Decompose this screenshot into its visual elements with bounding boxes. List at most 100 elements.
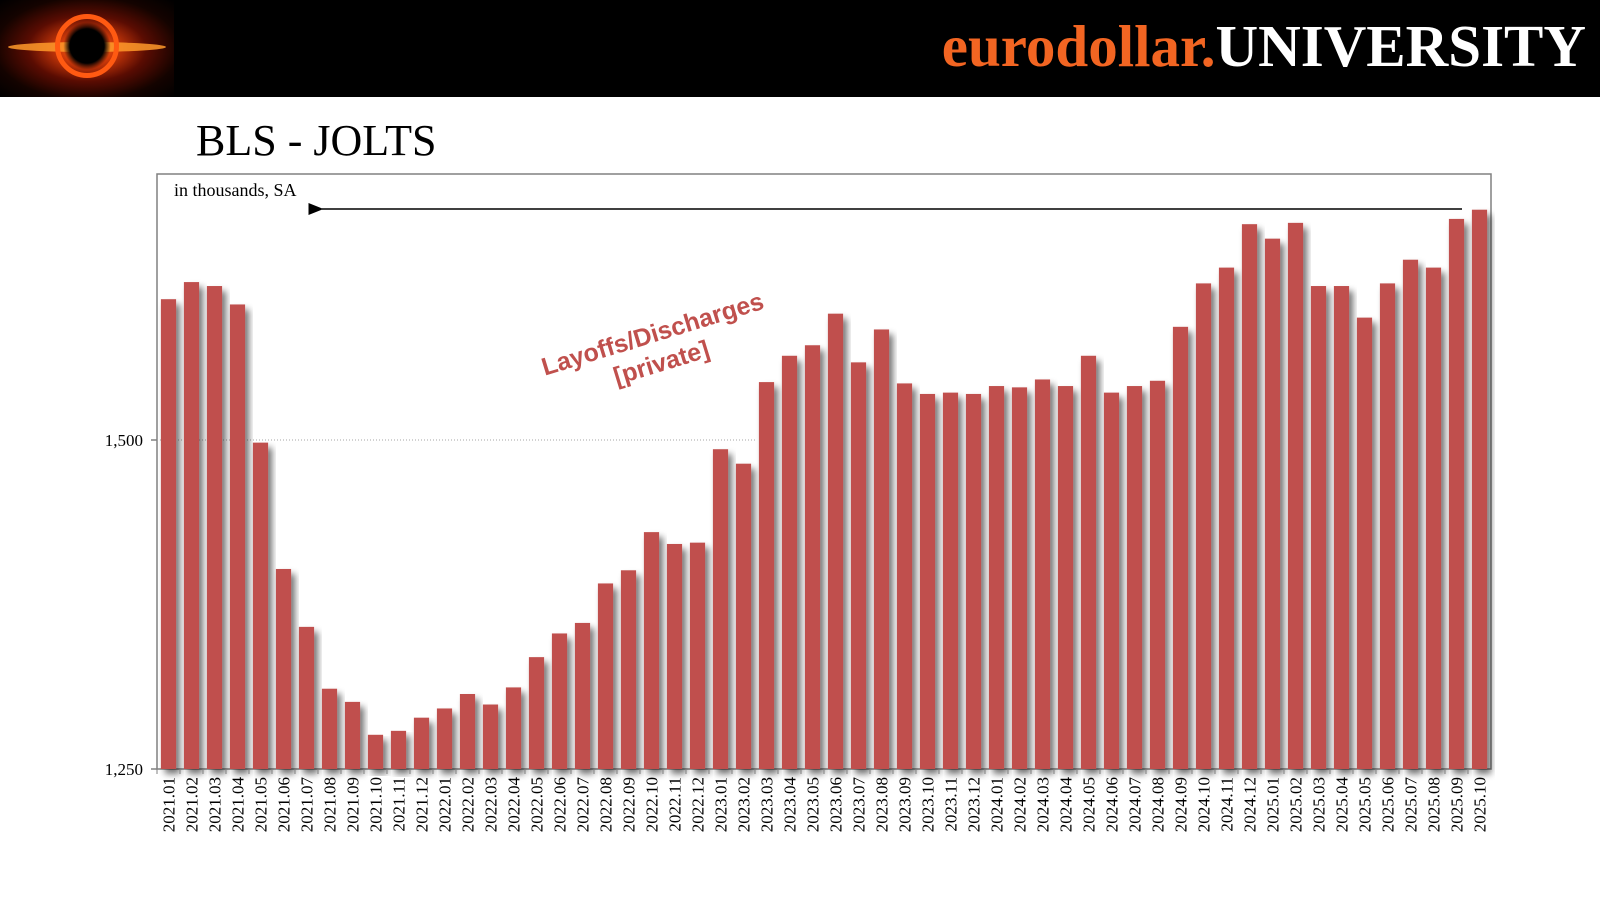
bar-2024.10 — [1195, 283, 1212, 769]
x-tick-label: 2025.06 — [1379, 777, 1398, 832]
bar-2021.07 — [298, 626, 315, 769]
x-tick-label: 2022.07 — [574, 777, 593, 833]
x-tick-label: 2022.05 — [528, 777, 547, 832]
bar-2024.07 — [1126, 386, 1143, 769]
x-tick-label: 2023.07 — [850, 777, 869, 833]
x-tick-label: 2022.10 — [643, 777, 662, 832]
bar-2024.08 — [1149, 380, 1166, 769]
chart-subtitle: in thousands, SA — [174, 180, 297, 200]
bar-2022.01 — [436, 708, 453, 769]
bar-2025.01 — [1264, 238, 1281, 770]
bar-2025.03 — [1310, 286, 1327, 769]
x-tick-label: 2025.04 — [1333, 777, 1352, 833]
bar-2021.03 — [206, 286, 223, 769]
bar-2022.06 — [551, 633, 568, 769]
x-tick-label: 2021.06 — [275, 777, 294, 832]
bar-2022.07 — [574, 622, 591, 769]
x-tick-label: 2024.12 — [1241, 777, 1260, 832]
header-banner: eurodollar.UNIVERSITY — [0, 0, 1600, 97]
bar-2022.03 — [482, 704, 499, 769]
bar-2023.01 — [712, 449, 729, 769]
x-tick-label: 2021.07 — [298, 777, 317, 833]
x-tick-label: 2025.10 — [1471, 777, 1490, 832]
x-tick-label: 2022.01 — [436, 777, 455, 832]
bar-2025.10 — [1471, 209, 1488, 769]
x-tick-label: 2024.02 — [1011, 777, 1030, 832]
x-tick-label: 2025.02 — [1287, 777, 1306, 832]
bar-2025.04 — [1333, 286, 1350, 769]
bar-2022.04 — [505, 687, 522, 769]
bar-2024.06 — [1103, 392, 1120, 769]
x-tick-label: 2021.03 — [206, 777, 225, 832]
logo-ring-shape — [55, 14, 119, 78]
bar-2024.02 — [1011, 387, 1028, 769]
x-tick-label: 2023.11 — [942, 777, 961, 832]
x-tick-label: 2025.09 — [1448, 777, 1467, 832]
x-tick-label: 2022.06 — [551, 777, 570, 832]
bar-2022.12 — [689, 542, 706, 769]
bar-2025.07 — [1402, 259, 1419, 769]
x-tick-label: 2024.08 — [1149, 777, 1168, 832]
x-tick-label: 2024.01 — [988, 777, 1007, 832]
x-tick-label: 2021.12 — [413, 777, 432, 832]
x-tick-label: 2024.03 — [1034, 777, 1053, 832]
brand-wordmark: eurodollar.UNIVERSITY — [942, 6, 1586, 86]
logo-image — [0, 0, 174, 97]
bar-2023.03 — [758, 382, 775, 769]
x-tick-label: 2023.01 — [712, 777, 731, 832]
bar-2025.09 — [1448, 218, 1465, 770]
bar-2023.10 — [919, 393, 936, 769]
bar-2024.12 — [1241, 224, 1258, 769]
bar-2023.07 — [850, 362, 867, 769]
brand-orange-text: eurodollar. — [941, 13, 1216, 79]
brand-white-text: UNIVERSITY — [1215, 13, 1586, 79]
x-tick-label: 2023.04 — [781, 777, 800, 833]
x-tick-label: 2022.04 — [505, 777, 524, 833]
x-tick-label: 2023.08 — [873, 777, 892, 832]
bar-2021.02 — [183, 282, 200, 769]
x-tick-label: 2021.02 — [183, 777, 202, 832]
chart-title: BLS - JOLTS — [196, 116, 437, 165]
bar-2025.08 — [1425, 267, 1442, 769]
bar-2022.08 — [597, 583, 614, 769]
x-tick-label: 2021.11 — [390, 777, 409, 832]
bar-2024.01 — [988, 386, 1005, 769]
x-tick-label: 2022.11 — [666, 777, 685, 832]
bar-2023.09 — [896, 383, 913, 769]
bar-2024.11 — [1218, 267, 1235, 769]
x-tick-label: 2025.03 — [1310, 777, 1329, 832]
x-tick-label: 2025.05 — [1356, 777, 1375, 832]
x-tick-label: 2022.02 — [459, 777, 478, 832]
x-tick-label: 2021.05 — [252, 777, 271, 832]
x-tick-label: 2023.10 — [919, 777, 938, 832]
x-tick-label: 2023.02 — [735, 777, 754, 832]
y-tick-label: 1,250 — [105, 760, 143, 779]
x-tick-label: 2024.04 — [1057, 777, 1076, 833]
bar-2023.11 — [942, 392, 959, 769]
bar-2024.03 — [1034, 379, 1051, 769]
x-tick-label: 2022.08 — [597, 777, 616, 832]
bar-2023.06 — [827, 313, 844, 769]
bar-2024.05 — [1080, 355, 1097, 769]
x-tick-label: 2023.03 — [758, 777, 777, 832]
x-tick-label: 2022.03 — [482, 777, 501, 832]
bar-2021.10 — [367, 734, 384, 769]
x-tick-label: 2023.12 — [965, 777, 984, 832]
x-tick-label: 2022.09 — [620, 777, 639, 832]
x-tick-label: 2022.12 — [689, 777, 708, 832]
x-tick-label: 2025.08 — [1425, 777, 1444, 832]
x-axis: 2021.01 2021.02 2021.03 2021.04 2021.05 2021.… — [156, 769, 1490, 833]
bar-2022.02 — [459, 693, 476, 769]
bar-2022.09 — [620, 570, 637, 769]
bar-2022.11 — [666, 543, 683, 769]
x-tick-label: 2023.06 — [827, 777, 846, 832]
bar-2021.11 — [390, 730, 407, 769]
bar-2021.06 — [275, 568, 292, 769]
x-tick-label: 2021.10 — [367, 777, 386, 832]
x-tick-label: 2021.01 — [160, 777, 179, 832]
bar-2024.09 — [1172, 326, 1189, 769]
bar-2023.05 — [804, 345, 821, 769]
x-tick-label: 2023.05 — [804, 777, 823, 832]
x-tick-label: 2023.09 — [896, 777, 915, 832]
